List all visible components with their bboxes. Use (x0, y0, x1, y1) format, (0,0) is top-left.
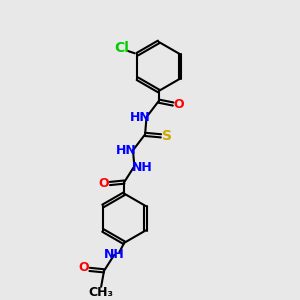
Text: NH: NH (132, 160, 153, 173)
Text: HN: HN (116, 144, 137, 158)
Text: O: O (99, 177, 109, 190)
Text: O: O (78, 261, 88, 274)
Text: Cl: Cl (114, 41, 129, 55)
Text: S: S (162, 129, 172, 143)
Text: O: O (173, 98, 184, 110)
Text: CH₃: CH₃ (88, 286, 114, 299)
Text: HN: HN (130, 111, 151, 124)
Text: NH: NH (104, 248, 124, 261)
